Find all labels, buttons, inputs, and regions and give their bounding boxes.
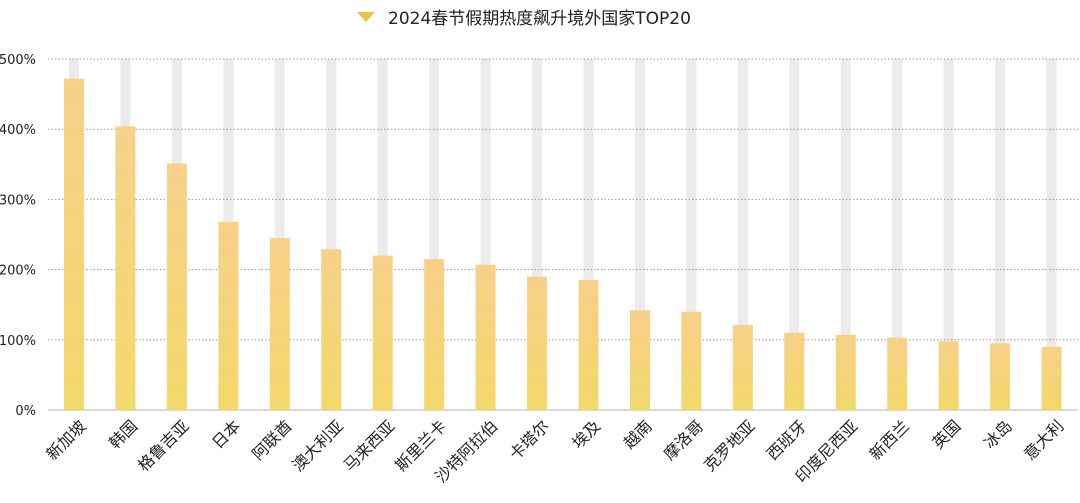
bar-track: [840, 59, 851, 410]
x-tick-label: 澳大利亚: [288, 416, 347, 475]
legend: 2024春节假期热度飙升境外国家TOP20: [357, 9, 691, 29]
x-tick-label: 西班牙: [763, 416, 810, 463]
bar: [218, 221, 239, 410]
bar: [372, 255, 393, 410]
y-tick-label: 300%: [0, 193, 36, 208]
bar: [578, 280, 599, 410]
legend-marker-icon: [357, 12, 375, 22]
bar-track: [1046, 59, 1057, 410]
x-tick-label: 英国: [928, 416, 964, 452]
x-tick-label: 摩洛哥: [660, 416, 707, 463]
y-tick-label: 400%: [0, 123, 36, 138]
bar: [887, 337, 908, 410]
x-tick-label: 阿联酋: [248, 416, 295, 463]
bar-track: [995, 59, 1006, 410]
bar: [269, 238, 290, 410]
bar: [732, 325, 753, 410]
bar-track: [892, 59, 903, 410]
chart-title: 2024春节假期热度飙升境外国家TOP20: [388, 9, 691, 29]
bar: [166, 163, 187, 410]
bar-track: [686, 59, 697, 410]
bar-track: [326, 59, 337, 410]
bar: [835, 334, 856, 410]
x-tick-label: 克罗地亚: [700, 416, 759, 475]
bar: [115, 126, 136, 410]
bar: [527, 276, 548, 410]
x-tick-label: 格鲁吉亚: [134, 416, 193, 475]
x-tick-label: 埃及: [568, 416, 604, 452]
bar-track: [480, 59, 491, 410]
x-tick-label: 马来西亚: [340, 416, 399, 475]
bar: [681, 311, 702, 410]
bar: [1041, 346, 1062, 410]
bar-track: [943, 59, 954, 410]
bar-track: [583, 59, 594, 410]
bar-track: [737, 59, 748, 410]
bar-track: [532, 59, 543, 410]
y-tick-label: 500%: [0, 53, 36, 68]
bar-track: [377, 59, 388, 410]
x-tick-label: 日本: [208, 416, 244, 452]
bar: [475, 264, 496, 410]
x-tick-label: 新加坡: [42, 416, 89, 463]
bar-track: [274, 59, 285, 410]
y-tick-label: 0%: [15, 404, 36, 419]
bar-track: [634, 59, 645, 410]
x-tick-label: 冰岛: [980, 416, 1016, 452]
bar: [629, 310, 650, 410]
x-tick-label: 卡塔尔: [505, 416, 552, 463]
bar: [424, 259, 445, 410]
x-tick-label: 越南: [620, 416, 656, 452]
y-tick-label: 200%: [0, 264, 36, 279]
bar: [990, 343, 1011, 410]
x-tick-label: 意大利: [1020, 416, 1067, 463]
y-tick-label: 100%: [0, 334, 36, 349]
bar-track: [789, 59, 800, 410]
bar: [784, 332, 805, 410]
bar: [938, 341, 959, 410]
x-tick-label: 新西兰: [866, 416, 913, 463]
bar: [321, 249, 342, 410]
x-tick-label: 韩国: [105, 416, 141, 452]
bar: [64, 78, 84, 410]
bar-track: [429, 59, 440, 410]
